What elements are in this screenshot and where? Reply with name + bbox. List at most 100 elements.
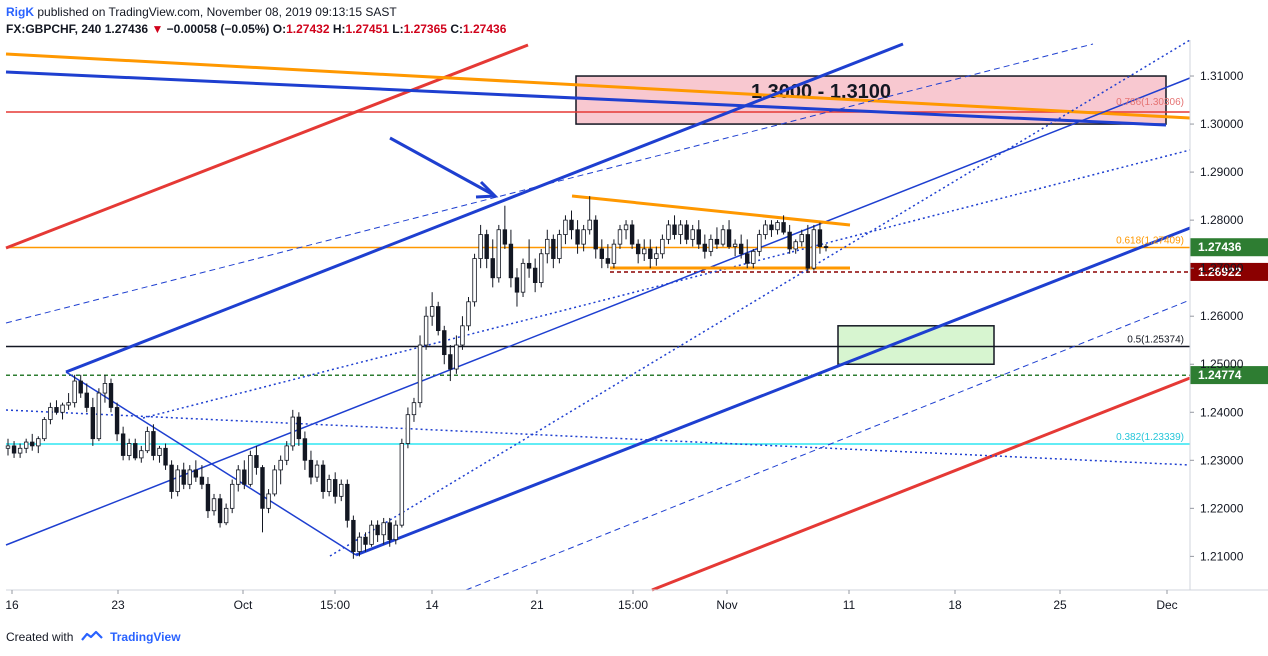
- candle-body: [54, 407, 59, 413]
- candle-body: [351, 519, 356, 552]
- candle-body: [96, 392, 102, 440]
- price-badge: [1190, 238, 1268, 257]
- candle-body: [163, 447, 168, 466]
- last-price: 1.27436: [104, 22, 149, 36]
- candle-body: [654, 253, 659, 259]
- candle-body: [320, 464, 326, 492]
- zigzag-down: [65, 371, 357, 556]
- candle-body: [375, 524, 380, 536]
- fib-label: 0.382(1.23339): [1116, 432, 1184, 443]
- levels-layer: [6, 111, 1190, 445]
- drawings-layer: [5, 39, 1191, 592]
- candle-body: [442, 330, 447, 356]
- x-tick-label: 18: [948, 598, 962, 612]
- price-badge-label: 1.27436: [1198, 240, 1242, 254]
- fib-label: 0.5(1.25374): [1127, 334, 1184, 345]
- candle-body: [417, 344, 423, 404]
- candle-body: [811, 229, 817, 269]
- candle-body: [429, 306, 435, 317]
- candle-body: [284, 445, 289, 461]
- candle-body: [714, 238, 720, 245]
- axes-layer: 1.31000 1.30000 1.29000 1.28000 1.27000 1.260…: [5, 40, 1268, 612]
- channel-dotted-top: [329, 39, 1191, 557]
- channel-line-upper: [65, 42, 904, 374]
- candle-body: [690, 229, 695, 240]
- candle-body: [581, 229, 586, 245]
- candle-body: [472, 258, 477, 303]
- candle-body: [642, 248, 647, 255]
- candle-body: [557, 234, 562, 259]
- high-label: H:: [332, 22, 346, 36]
- candle-body: [508, 243, 514, 279]
- dotted-decline: [5, 409, 1191, 466]
- channel-lower-dashed: [465, 299, 1191, 591]
- candle-body: [545, 238, 550, 255]
- candle-body: [248, 455, 253, 485]
- candle-body: [369, 524, 374, 545]
- candle-body: [72, 380, 77, 404]
- candle-body: [217, 498, 223, 524]
- channel-line-lower: [355, 226, 1191, 557]
- candle-body: [308, 459, 314, 478]
- candle-body: [17, 447, 23, 454]
- author-name[interactable]: RigK: [6, 5, 34, 19]
- candle-body: [648, 248, 653, 259]
- candles-layer: [5, 196, 829, 559]
- candle-body: [466, 301, 471, 327]
- candle-body: [272, 469, 277, 495]
- candle-body: [60, 404, 65, 413]
- channel-median: [5, 77, 1191, 546]
- candle-body: [30, 441, 35, 447]
- candle-body: [78, 380, 83, 394]
- candle-body: [114, 407, 120, 435]
- candle-body: [381, 522, 386, 536]
- arrow-shaft: [389, 136, 493, 196]
- candle-body: [563, 219, 568, 235]
- y-tick-label: 1.24000: [1200, 405, 1244, 419]
- candle-body: [211, 498, 217, 512]
- candle-body: [387, 522, 392, 540]
- candle-body: [175, 469, 180, 492]
- candle-body: [708, 238, 714, 252]
- candle-body: [599, 248, 605, 259]
- x-tick-label: 14: [425, 598, 439, 612]
- candle-body: [817, 229, 823, 247]
- y-tick-label: 1.23000: [1200, 453, 1244, 467]
- candle-body: [187, 469, 192, 485]
- x-tick-label: 25: [1053, 598, 1067, 612]
- candle-body: [290, 416, 295, 447]
- candle-body: [326, 479, 332, 492]
- candle-body: [623, 224, 629, 231]
- candle-body: [205, 483, 211, 512]
- candle-body: [745, 253, 750, 264]
- candle-body: [569, 219, 574, 231]
- publish-info: published on TradingView.com, November 0…: [37, 5, 397, 19]
- candle-body: [405, 414, 411, 444]
- candle-body: [84, 392, 89, 408]
- candle-body: [460, 325, 465, 346]
- fib-label: 0.786(1.30306): [1116, 97, 1184, 108]
- symbol-label[interactable]: FX:GBPCHF, 240: [6, 22, 102, 36]
- candle-body: [720, 229, 726, 245]
- zone-box: [575, 75, 1167, 125]
- candle-body: [157, 447, 162, 456]
- candle-body: [229, 483, 235, 509]
- candle-body: [526, 262, 532, 269]
- candle-body: [551, 238, 556, 259]
- candle-body: [478, 234, 483, 259]
- channel-dotted-upper: [142, 149, 1191, 419]
- publish-line: RigK published on TradingView.com, Novem…: [6, 5, 397, 19]
- candle-body: [199, 476, 205, 485]
- candle-body: [133, 443, 138, 459]
- candle-body: [793, 241, 798, 250]
- zone-box: [837, 325, 995, 365]
- candle-body: [48, 407, 53, 420]
- candle-body: [539, 253, 544, 283]
- tradingview-logo-icon: [80, 630, 103, 641]
- tradingview-brand[interactable]: TradingView: [110, 630, 181, 644]
- candle-body: [605, 258, 611, 264]
- candle-body: [393, 524, 398, 540]
- x-tick-label: Dec: [1156, 598, 1177, 612]
- candle-body: [411, 402, 417, 416]
